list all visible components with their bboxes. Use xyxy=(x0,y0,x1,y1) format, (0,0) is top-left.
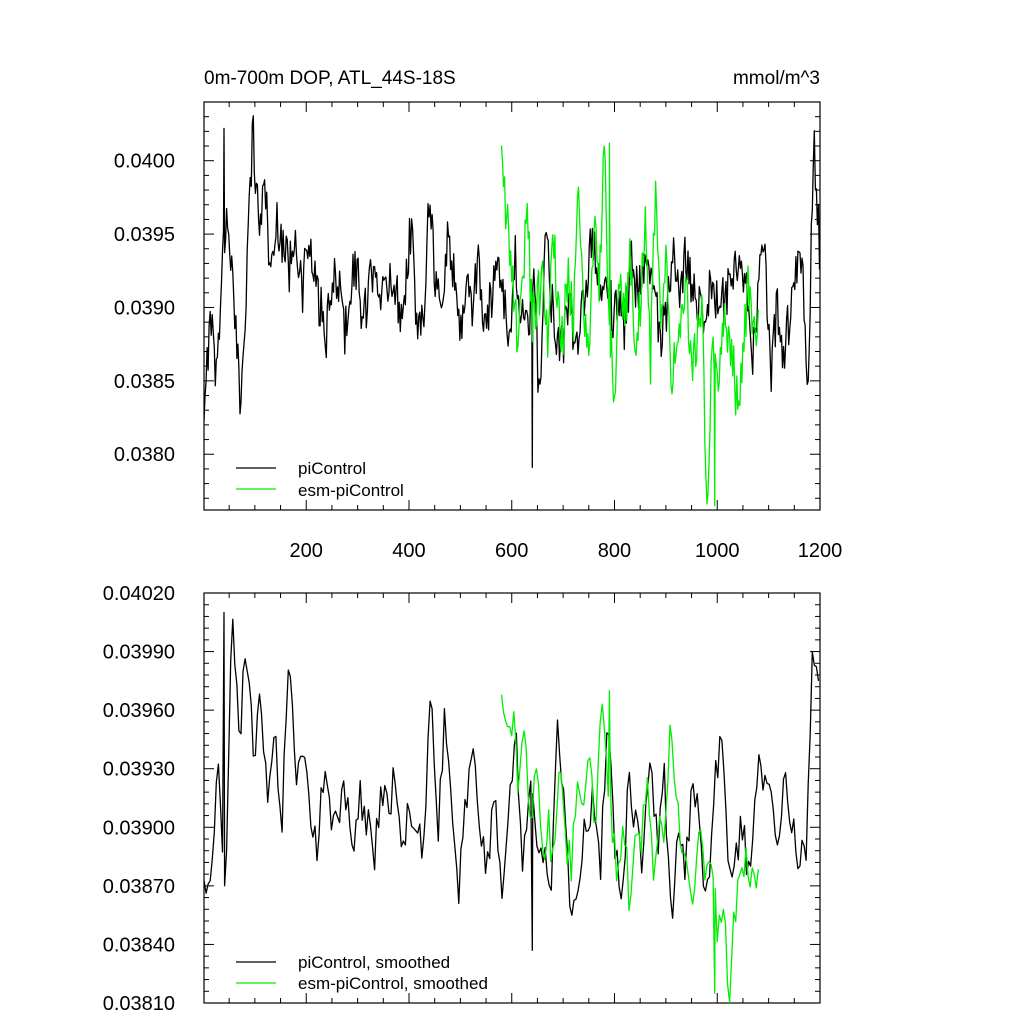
series-line-esm-picontrol xyxy=(500,142,759,507)
raw-series-layer xyxy=(204,115,820,507)
y-tick-label: 0.0400 xyxy=(114,151,175,173)
legend-label-esm-picontrol-smoothed: esm-piControl, smoothed xyxy=(298,974,488,993)
y-tick-label: 0.0390 xyxy=(114,297,175,319)
units-label: mmol/m^3 xyxy=(733,68,820,89)
y-tick-label: 0.03960 xyxy=(103,700,175,722)
smoothed-series-layer xyxy=(204,611,820,1003)
y-tick-label: 0.03990 xyxy=(103,642,175,664)
legend-label-picontrol-smoothed: piControl, smoothed xyxy=(298,953,450,972)
y-tick-label: 0.0385 xyxy=(114,371,175,393)
y-tick-label: 0.0395 xyxy=(114,224,175,246)
y-tick-label: 0.03900 xyxy=(103,817,175,839)
x-tick-label: 600 xyxy=(495,540,528,562)
x-tick-label: 1000 xyxy=(695,540,740,562)
smoothed-series-panel: 0.03810 0.03840 0.03870 0.03900 0.03930 0.039… xyxy=(103,583,821,1015)
chart-title: 0m-700m DOP, ATL_44S-18S xyxy=(204,68,456,89)
smoothed-axis-ticks: 0.03810 0.03840 0.03870 0.03900 0.03930 0.039… xyxy=(103,583,821,1015)
series-line-picontrol-smoothed xyxy=(204,611,820,951)
y-tick-label: 0.03930 xyxy=(103,759,175,781)
y-tick-label: 0.0380 xyxy=(114,444,175,466)
raw-axis-ticks: 200 400 600 800 1000 1200 0.0380 0.0385 0.0390 0.… xyxy=(114,101,843,562)
x-tick-label: 1200 xyxy=(798,540,843,562)
legend-label-esm-picontrol: esm-piControl xyxy=(298,481,404,500)
legend-label-picontrol: piControl xyxy=(298,459,366,478)
y-tick-label: 0.04020 xyxy=(103,583,175,605)
y-tick-label: 0.03840 xyxy=(103,934,175,956)
y-tick-label: 0.03810 xyxy=(103,993,175,1015)
series-line-esm-picontrol-smoothed xyxy=(500,689,759,1003)
x-tick-label: 200 xyxy=(290,540,323,562)
x-tick-label: 400 xyxy=(392,540,425,562)
series-line-picontrol xyxy=(204,115,820,469)
smoothed-legend: piControl, smoothed esm-piControl, smoot… xyxy=(236,953,488,993)
raw-series-panel: 200 400 600 800 1000 1200 0.0380 0.0385 0.0390 0.… xyxy=(114,101,843,562)
raw-legend: piControl esm-piControl xyxy=(236,459,404,500)
x-tick-label: 800 xyxy=(598,540,631,562)
y-tick-label: 0.03870 xyxy=(103,876,175,898)
